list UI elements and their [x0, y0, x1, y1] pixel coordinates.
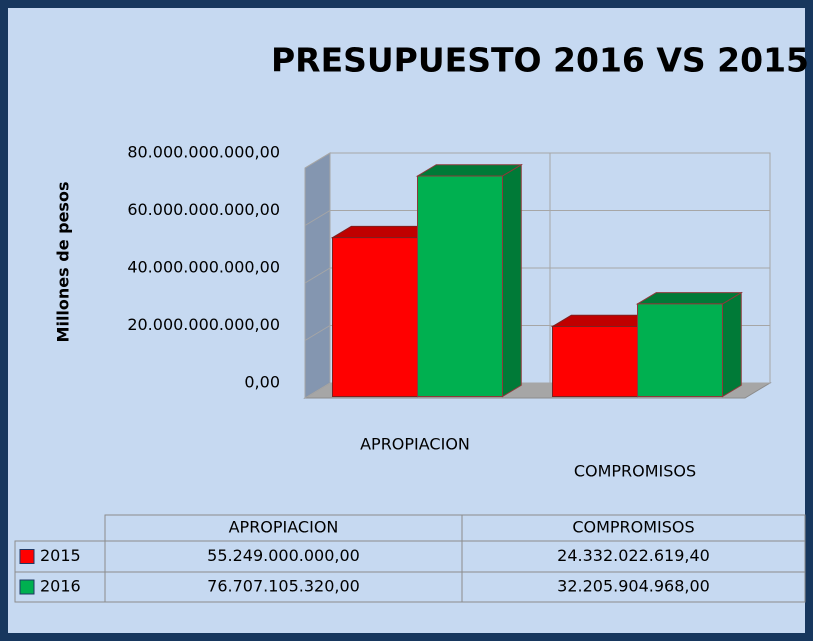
legend-label: 2015 — [40, 546, 81, 565]
bar-side — [502, 163, 522, 398]
bar-top — [415, 164, 524, 177]
bar-side — [722, 291, 742, 398]
bar — [415, 163, 524, 398]
legend-key — [19, 579, 35, 595]
bar-top — [635, 292, 744, 305]
table-value: 55.249.000.000,00 — [207, 546, 360, 565]
bar-front — [332, 237, 418, 397]
table-value: 24.332.022.619,40 — [557, 546, 710, 565]
bar — [635, 291, 744, 398]
y-tick-label: 60.000.000.000,00 — [127, 200, 280, 219]
legend-key — [19, 549, 35, 564]
bar-front — [417, 175, 503, 397]
legend-label: 2016 — [40, 577, 81, 596]
side-grid-line — [304, 152, 331, 169]
table-header: APROPIACION — [229, 518, 339, 537]
x-tick-label: APROPIACION — [360, 435, 470, 454]
y-tick-label: 40.000.000.000,00 — [127, 258, 280, 277]
side-grid-line — [304, 382, 331, 399]
y-tick-label: 80.000.000.000,00 — [127, 143, 280, 162]
x-tick-label: COMPROMISOS — [574, 462, 696, 481]
y-axis-title: Millones de pesos — [54, 182, 73, 343]
bar-front — [552, 326, 638, 397]
y-tick-label: 0,00 — [244, 373, 280, 392]
side-grid-line — [304, 267, 331, 284]
table-header: COMPROMISOS — [572, 518, 694, 537]
y-tick-label: 20.000.000.000,00 — [127, 315, 280, 334]
table-row — [14, 571, 806, 603]
side-grid-line — [304, 210, 331, 226]
bar-front — [637, 303, 723, 397]
chart-title: PRESUPUESTO 2016 VS 2015 — [271, 41, 809, 80]
table-value: 32.205.904.968,00 — [557, 577, 710, 596]
table-value: 76.707.105.320,00 — [207, 577, 360, 596]
side-grid-line — [304, 325, 331, 341]
